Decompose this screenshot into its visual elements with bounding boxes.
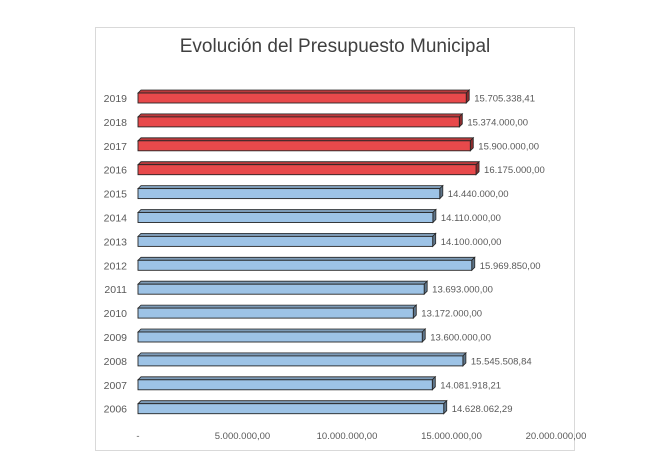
category-label: 2010 bbox=[104, 308, 128, 320]
x-tick-label: 5.000.000,00 bbox=[215, 431, 270, 442]
category-label: 2009 bbox=[104, 332, 128, 344]
data-label: 15.374.000,00 bbox=[467, 117, 528, 128]
data-label: 15.969.850,00 bbox=[480, 261, 541, 272]
data-label: 14.081.918,21 bbox=[440, 380, 501, 391]
bar bbox=[137, 212, 434, 223]
category-label: 2015 bbox=[104, 189, 128, 201]
chart-title: Evolución del Presupuesto Municipal bbox=[179, 36, 491, 57]
bar-top-face bbox=[137, 280, 429, 285]
x-tick-label: - bbox=[136, 431, 139, 442]
bar bbox=[137, 164, 477, 176]
category-label: 2012 bbox=[104, 260, 128, 272]
category-label: 2018 bbox=[104, 117, 128, 129]
data-label: 13.693.000,00 bbox=[432, 285, 493, 296]
bar bbox=[137, 188, 441, 200]
category-label: 2006 bbox=[104, 404, 128, 416]
bar bbox=[137, 331, 423, 343]
category-label: 2017 bbox=[104, 141, 128, 153]
x-tick-label: 20.000.000,00 bbox=[526, 431, 587, 442]
data-label: 14.100.000,00 bbox=[441, 237, 502, 248]
data-label: 15.900.000,00 bbox=[478, 141, 539, 152]
category-label: 2019 bbox=[104, 93, 128, 105]
data-label: 15.545.508,84 bbox=[471, 356, 532, 367]
x-tick-label: 15.000.000,00 bbox=[421, 431, 482, 442]
bar bbox=[137, 283, 425, 295]
data-label: 14.110.000,00 bbox=[441, 213, 501, 224]
category-label: 2014 bbox=[104, 213, 128, 225]
data-label: 13.172.000,00 bbox=[421, 309, 482, 320]
bar bbox=[137, 92, 467, 104]
bar bbox=[137, 140, 471, 152]
data-label: 16.175.000,00 bbox=[484, 165, 545, 176]
data-label: 13.600.000,00 bbox=[430, 333, 491, 344]
bar-top-face bbox=[137, 304, 418, 309]
bar bbox=[137, 259, 473, 271]
bar bbox=[137, 116, 460, 128]
category-label: 2011 bbox=[104, 284, 127, 296]
data-label: 14.628.062,29 bbox=[452, 404, 513, 415]
bar bbox=[137, 403, 445, 415]
bar-top-face bbox=[137, 400, 448, 405]
category-label: 2016 bbox=[104, 165, 128, 177]
bar-top-face bbox=[137, 328, 427, 333]
bar-top-face bbox=[137, 256, 476, 261]
bar bbox=[137, 379, 433, 391]
data-label: 14.440.000,00 bbox=[448, 189, 509, 200]
category-label: 2008 bbox=[104, 356, 128, 368]
bar-top-face bbox=[137, 376, 437, 381]
bar bbox=[137, 307, 414, 319]
category-label: 2007 bbox=[104, 380, 128, 392]
x-tick-label: 10.000.000,00 bbox=[317, 431, 378, 442]
category-label: 2013 bbox=[104, 236, 128, 248]
bar-top-face bbox=[137, 352, 467, 357]
bar bbox=[137, 235, 434, 247]
data-label: 15.705.338,41 bbox=[474, 94, 535, 105]
bar bbox=[137, 355, 464, 367]
